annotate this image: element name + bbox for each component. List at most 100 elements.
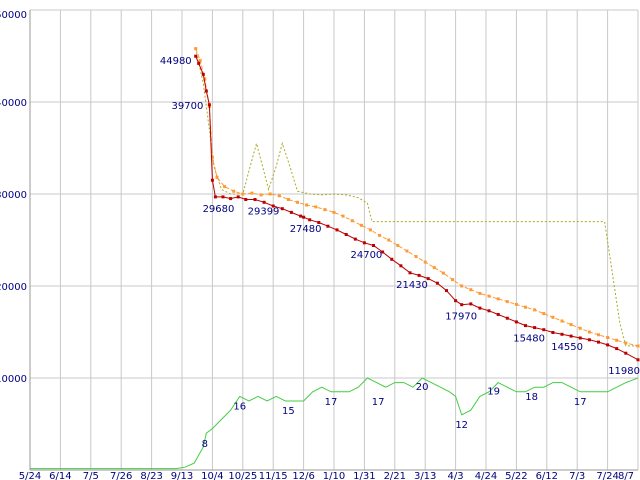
orange-dashed-price-line-marker (469, 288, 473, 292)
orange-dashed-price-line-marker (369, 228, 372, 232)
red-solid-price-line-marker (460, 303, 464, 307)
x-tick-label: 1/10 (323, 471, 345, 480)
price-point-label: 14550 (551, 342, 583, 353)
x-tick-label: 10/4 (201, 471, 223, 480)
orange-dashed-price-line-marker (350, 219, 354, 223)
orange-dashed-price-line-marker (378, 233, 382, 237)
price-point-label: 27480 (290, 224, 322, 235)
red-solid-price-line-marker (587, 338, 591, 342)
orange-dashed-price-line-marker (215, 175, 219, 179)
shop-count-label: 8 (202, 439, 208, 450)
red-solid-price-line-marker (478, 306, 482, 310)
orange-dashed-price-line-marker (615, 338, 619, 342)
orange-dashed-price-line-marker (332, 210, 336, 214)
red-solid-price-line-marker (271, 204, 275, 208)
price-point-label: 29399 (248, 207, 280, 218)
red-solid-price-line-marker (213, 195, 217, 199)
shop-count-label: 12 (455, 420, 468, 431)
orange-dashed-price-line-marker (259, 193, 263, 197)
price-point-label: 17970 (445, 312, 477, 323)
orange-dashed-price-line-marker (560, 319, 564, 323)
red-solid-price-line-marker (408, 271, 412, 275)
red-solid-price-line-marker (454, 299, 458, 303)
x-tick-label: 7/24 (596, 471, 618, 480)
orange-dashed-price-line-marker (223, 185, 227, 189)
x-tick-label: 9/13 (171, 471, 193, 480)
x-tick-label: 7/3 (569, 471, 585, 480)
red-solid-price-line-marker (606, 343, 610, 347)
orange-dashed-price-line-marker (496, 297, 500, 301)
x-tick-label: 7/5 (83, 471, 99, 480)
orange-dashed-price-line-marker (597, 333, 600, 337)
red-solid-price-line-marker (299, 214, 303, 218)
orange-dashed-price-line-marker (533, 308, 537, 312)
red-solid-price-line-marker (524, 324, 527, 328)
red-solid-price-line-marker (597, 340, 600, 344)
red-solid-price-line-marker (204, 89, 208, 93)
orange-dashed-price-line-marker (423, 260, 427, 264)
red-solid-price-line-marker (353, 237, 357, 241)
shop-count-label: 17 (574, 397, 587, 408)
orange-dashed-price-line-marker (451, 278, 455, 282)
orange-dashed-price-line-marker (441, 271, 445, 275)
y-tick-label: 10000 (0, 374, 27, 385)
orange-dashed-price-line-marker (396, 244, 400, 247)
orange-dashed-price-line-marker (478, 291, 482, 295)
red-solid-price-line-marker (280, 207, 284, 211)
red-solid-price-line-marker (236, 195, 240, 199)
orange-dashed-price-line-marker (250, 191, 254, 195)
red-solid-price-line-marker (533, 326, 537, 330)
orange-dashed-price-line-marker (587, 330, 591, 334)
red-solid-price-line-marker (289, 210, 293, 214)
red-solid-price-line-marker (399, 264, 403, 268)
orange-dashed-price-line-marker (514, 302, 518, 306)
orange-dashed-price-line-marker (203, 77, 207, 81)
orange-dashed-price-line-marker (505, 300, 509, 304)
red-solid-price-line-marker (560, 332, 564, 336)
red-solid-price-line-marker (381, 250, 385, 254)
y-tick-label: 50000 (0, 10, 27, 21)
red-solid-price-line-marker (636, 358, 640, 362)
y-tick-label: 30000 (0, 190, 27, 201)
x-tick-label: 12/6 (292, 471, 314, 480)
red-solid-price-line-marker (372, 244, 375, 247)
red-solid-price-line-marker (445, 289, 448, 293)
x-tick-label: 8/7 (618, 471, 634, 480)
red-solid-price-line-marker (207, 103, 211, 107)
orange-dashed-price-line-marker (323, 208, 327, 212)
red-solid-price-line-marker (194, 54, 198, 58)
shop-count-label: 20 (416, 382, 429, 393)
price-point-label: 24700 (350, 250, 382, 261)
red-solid-price-line-marker (496, 313, 500, 316)
orange-dashed-price-line-marker (277, 194, 281, 198)
y-tick-label: 20000 (0, 282, 27, 293)
x-tick-label: 1/31 (353, 471, 375, 480)
red-solid-price-line-marker (262, 200, 266, 204)
red-solid-price-line-marker (505, 316, 509, 320)
price-point-label: 15480 (513, 334, 545, 345)
orange-dashed-price-line-marker (624, 341, 628, 345)
red-solid-price-line-marker (417, 273, 421, 277)
red-solid-price-line-marker (253, 198, 257, 201)
orange-dashed-price-line-marker (286, 198, 290, 201)
x-tick-label: 6/14 (49, 471, 71, 480)
olive-dotted-price-line (195, 48, 639, 347)
x-tick-label: 6/12 (536, 471, 558, 480)
orange-dashed-price-line-marker (198, 59, 202, 63)
red-solid-price-line-marker (435, 281, 439, 285)
shop-count-label: 15 (282, 406, 295, 417)
red-solid-price-line-marker (201, 72, 205, 76)
orange-dashed-price-line-marker (414, 255, 418, 259)
red-solid-price-line-marker (624, 351, 628, 355)
orange-dashed-price-line-marker (359, 223, 363, 227)
shop-count-label: 17 (325, 397, 338, 408)
x-tick-label: 4/24 (475, 471, 497, 480)
red-solid-price-line-marker (542, 328, 546, 332)
shop-count-label: 19 (487, 387, 500, 398)
orange-dashed-price-line-marker (387, 238, 391, 242)
price-point-label: 21430 (396, 280, 428, 291)
red-solid-price-line-marker (308, 218, 312, 222)
